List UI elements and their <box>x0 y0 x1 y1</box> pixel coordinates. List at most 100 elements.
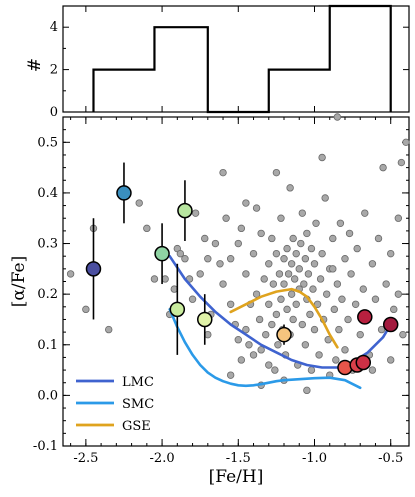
background-point <box>237 356 246 364</box>
background-point <box>298 209 307 217</box>
scatter-panel: -0.1 0.0 0.1 0.2 0.3 0.4 0.5 -2.5 -2.0 -1.5 -1.0 -0… <box>9 113 410 487</box>
background-point <box>66 270 75 278</box>
background-point <box>272 168 281 177</box>
background-point <box>310 325 319 334</box>
background-point <box>335 325 343 334</box>
background-point <box>368 260 377 268</box>
background-point <box>399 330 407 339</box>
background-point <box>382 280 390 288</box>
background-point <box>287 290 296 298</box>
background-point <box>297 239 305 248</box>
background-point <box>255 315 264 324</box>
background-point <box>329 265 337 273</box>
x-tick-label: -2.5 <box>73 451 98 466</box>
background-point <box>353 244 361 253</box>
background-point <box>379 163 387 172</box>
background-point <box>318 153 326 162</box>
background-point <box>333 280 342 288</box>
background-point <box>226 371 235 379</box>
background-point <box>242 270 250 278</box>
highlighted-point <box>177 202 193 219</box>
background-point <box>292 300 300 308</box>
background-point <box>344 315 352 324</box>
x-tick-label: -2.0 <box>150 451 175 466</box>
background-point <box>268 234 276 243</box>
background-point <box>265 361 273 369</box>
background-point <box>226 255 235 263</box>
background-point <box>82 305 90 314</box>
background-point <box>292 249 300 258</box>
background-point <box>368 366 377 374</box>
background-point <box>304 270 313 278</box>
histogram-bar <box>269 70 330 112</box>
highlighted-point <box>85 261 102 277</box>
background-point <box>351 300 360 308</box>
x-tick-label: -0.5 <box>378 451 403 466</box>
background-point <box>295 265 303 273</box>
background-point <box>300 280 308 288</box>
background-point <box>272 249 281 258</box>
background-point <box>272 310 281 319</box>
background-point <box>265 260 273 268</box>
background-point <box>303 386 311 395</box>
highlighted-point <box>116 185 132 201</box>
background-point <box>301 341 310 349</box>
background-point <box>105 325 113 334</box>
background-point <box>262 330 270 339</box>
x-axis-label: [Fe/H] <box>209 467 264 487</box>
background-point <box>397 158 406 167</box>
background-point <box>341 346 349 354</box>
x-tick-label: -1.0 <box>302 451 327 466</box>
histogram-y-tick-label: 4 <box>50 20 58 35</box>
highlighted-point <box>169 301 186 318</box>
background-point <box>402 138 410 147</box>
background-point <box>309 285 317 293</box>
background-point <box>307 244 316 253</box>
background-point <box>268 320 276 329</box>
background-point <box>321 194 329 202</box>
background-point <box>356 330 364 339</box>
background-point <box>312 219 320 227</box>
histogram-y-tick-label: 2 <box>50 63 58 78</box>
background-point <box>226 300 235 308</box>
background-point <box>181 255 189 263</box>
background-point <box>307 366 316 374</box>
background-point <box>394 290 403 298</box>
background-point <box>204 255 212 263</box>
background-point <box>242 199 250 207</box>
background-point <box>387 249 395 258</box>
background-point <box>234 239 242 248</box>
background-point <box>318 249 326 258</box>
histogram-bar <box>93 70 154 112</box>
highlighted-point <box>382 316 399 333</box>
background-point <box>219 280 227 288</box>
background-point <box>286 184 294 192</box>
highlighted-point <box>197 311 213 328</box>
background-point <box>222 214 230 222</box>
background-point <box>322 290 331 298</box>
background-point <box>150 275 159 283</box>
background-point <box>277 295 285 303</box>
background-point <box>287 260 296 268</box>
highlighted-point <box>154 245 170 262</box>
background-point <box>257 229 265 238</box>
background-point <box>289 315 297 324</box>
background-point <box>315 351 323 359</box>
y-tick-label: -0.1 <box>33 439 58 454</box>
background-point <box>201 234 209 243</box>
background-point <box>345 229 354 238</box>
background-point <box>252 204 261 212</box>
background-point <box>316 275 325 283</box>
background-point <box>280 280 288 288</box>
background-point <box>347 270 355 278</box>
background-point <box>275 270 284 278</box>
background-point <box>257 346 265 354</box>
background-point <box>313 300 322 308</box>
series-line-gse <box>229 287 339 349</box>
histogram-bar <box>154 27 207 112</box>
highlighted-point <box>276 326 292 343</box>
background-point <box>394 214 403 222</box>
y-tick-label: 0.4 <box>37 186 58 201</box>
background-point <box>249 351 258 359</box>
